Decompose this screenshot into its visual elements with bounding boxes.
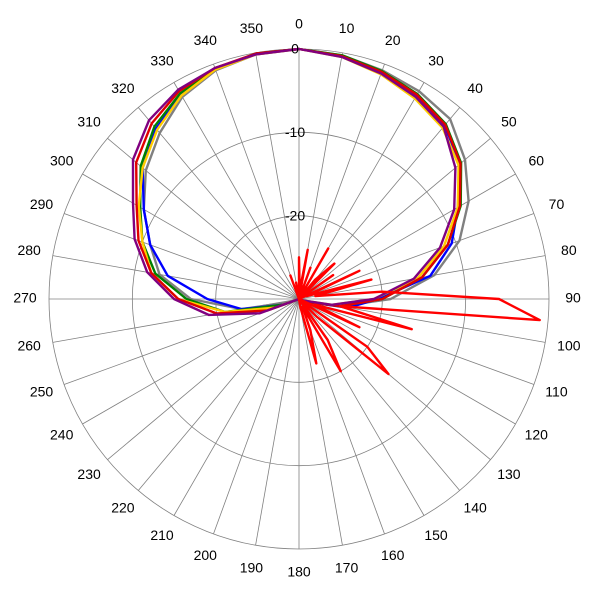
angle-label: 0: [295, 16, 303, 32]
spoke: [298, 173, 516, 300]
spoke: [213, 63, 300, 300]
angle-label: 230: [77, 466, 101, 482]
spoke: [298, 213, 535, 300]
spoke: [82, 173, 300, 300]
angle-label: 150: [424, 527, 448, 543]
angle-label: 80: [561, 242, 577, 258]
angle-label: 40: [467, 80, 483, 96]
spoke: [63, 213, 300, 300]
angle-label: 250: [30, 383, 54, 399]
spoke: [255, 298, 300, 546]
angle-label: 110: [545, 383, 568, 399]
spoke: [173, 82, 300, 300]
angle-label: 350: [240, 20, 264, 36]
angle-label: 140: [463, 500, 487, 516]
spoke: [213, 298, 300, 535]
spoke: [173, 298, 300, 516]
spoke: [82, 298, 300, 425]
angle-label: 180: [287, 564, 311, 580]
spoke: [52, 255, 300, 300]
angle-label: 50: [501, 114, 517, 130]
spoke: [137, 107, 300, 300]
spoke: [298, 298, 343, 546]
angle-label: 130: [497, 466, 521, 482]
angle-label: 260: [17, 337, 41, 353]
angle-label: 160: [381, 547, 405, 563]
grid-ring: [131, 131, 467, 467]
spoke: [298, 298, 385, 535]
angle-label: 90: [565, 290, 581, 306]
spoke: [255, 52, 300, 300]
spoke: [298, 107, 461, 300]
angle-label: 280: [17, 242, 41, 258]
angle-label: 20: [385, 32, 401, 48]
angle-label: 70: [549, 196, 565, 212]
angle-label: 240: [50, 427, 74, 443]
spoke: [298, 298, 461, 491]
trace: [289, 247, 541, 376]
angle-label: 320: [111, 80, 135, 96]
angle-label: 300: [50, 153, 74, 169]
angle-label: 330: [150, 52, 174, 68]
angle-label: 310: [77, 114, 101, 130]
angle-label: 60: [529, 153, 545, 169]
spoke: [137, 298, 300, 491]
radial-label: 0: [291, 41, 299, 57]
spoke: [298, 298, 516, 425]
angle-label: 200: [194, 547, 218, 563]
spoke: [298, 298, 491, 461]
angle-label: 210: [150, 527, 174, 543]
angle-label: 270: [13, 290, 37, 306]
spoke: [298, 63, 385, 300]
angle-label: 190: [240, 560, 264, 576]
angle-label: 30: [428, 52, 444, 68]
angle-label: 170: [335, 560, 359, 576]
spoke: [107, 137, 300, 300]
angle-label: 100: [557, 337, 581, 353]
radial-label: -20: [285, 207, 305, 223]
angle-label: 10: [339, 20, 355, 36]
angle-label: 290: [30, 196, 54, 212]
spoke: [107, 298, 300, 461]
angle-label: 120: [525, 427, 549, 443]
spoke: [298, 298, 535, 385]
radial-label: -10: [285, 124, 305, 140]
angle-label: 340: [194, 32, 218, 48]
angle-label: 220: [111, 500, 135, 516]
